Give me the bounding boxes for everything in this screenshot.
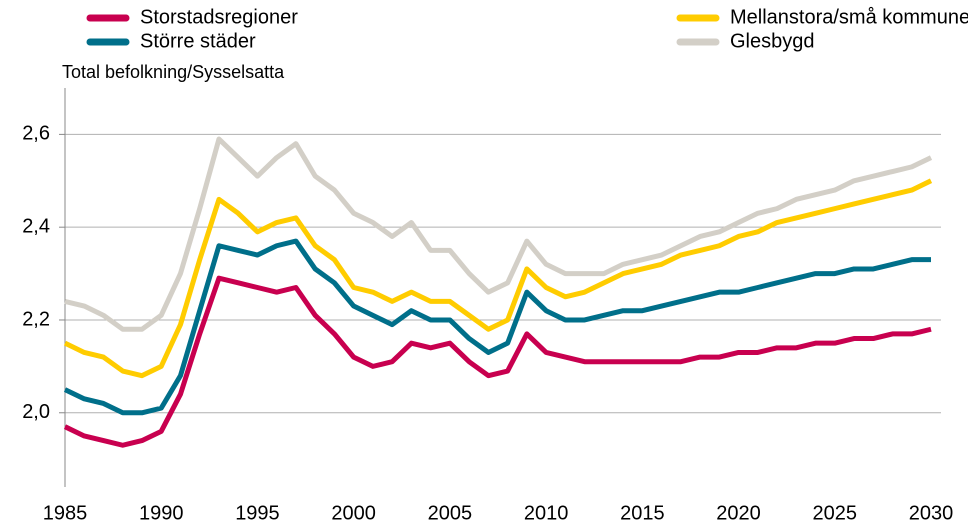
x-tick-label: 2025 [813,502,858,524]
y-axis-label: Total befolkning/Sysselsatta [62,62,285,82]
x-tick-label: 2015 [620,502,665,524]
series-line [63,238,931,416]
legend-label: Större städer [140,30,256,52]
y-tick-label: 2,0 [22,401,50,423]
legend-label: Storstadsregioner [140,6,298,28]
series-line [63,178,933,379]
x-tick-label: 2010 [524,502,569,524]
legend-label: Mellanstora/små kommuner [730,6,968,28]
x-tick-label: 2030 [909,502,954,524]
y-tick-label: 2,4 [22,215,50,237]
x-tick-label: 2005 [428,502,473,524]
x-tick-label: 1995 [235,502,280,524]
legend-label: Glesbygd [730,30,815,52]
series-line [63,275,932,448]
x-tick-label: 1985 [43,502,88,524]
y-tick-label: 2,6 [22,123,50,145]
x-tick-label: 2000 [331,502,376,524]
series-line [64,136,933,332]
x-tick-label: 2020 [716,502,761,524]
y-tick-label: 2,2 [22,308,50,330]
x-tick-label: 1990 [139,502,184,524]
